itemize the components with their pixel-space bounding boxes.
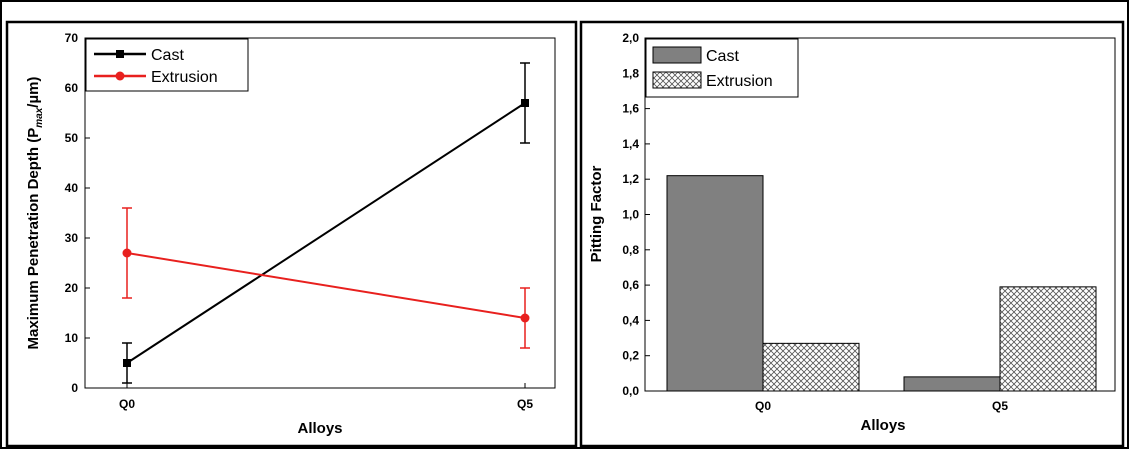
chart1-y-tick-label: 60 (65, 81, 79, 95)
chart2-x-tick-label: Q0 (755, 399, 771, 413)
pitting-factor-chart: 0,0 0,2 0,4 0,6 0,8 1,0 1,2 1,4 1,6 1,8 2,0 Q0 Q5 A… (588, 31, 1116, 434)
chart1-y-tick-label: 70 (65, 31, 79, 45)
chart2-legend-cast-label: Cast (706, 48, 739, 65)
chart1-y-tick-label: 50 (65, 131, 79, 145)
chart1-legend-extrusion-label: Extrusion (151, 69, 218, 86)
chart1-y-tick-label: 10 (65, 331, 79, 345)
chart1-y-axis-title-main: Maximum Penetration Depth (P (25, 128, 42, 350)
chart1-y-tick-label: 20 (65, 281, 79, 295)
penetration-depth-chart: 0 10 20 30 40 50 60 70 Q0 Q5 Alloys Maximum Pene… (25, 31, 556, 437)
right-panel-frame (579, 20, 1125, 448)
chart1-point-extrusion (122, 248, 132, 258)
chart1-legend-cast-label: Cast (151, 47, 184, 64)
chart1-x-tick-label: Q5 (517, 397, 533, 411)
chart1-legend-box (85, 38, 249, 92)
chart2-y-tick-label: 0,8 (622, 243, 639, 257)
chart2-legend-cast-swatch (652, 46, 702, 64)
chart1-y-tick-label: 40 (65, 181, 79, 195)
chart1-plot-area (84, 37, 556, 389)
chart2-legend-extrusion-label: Extrusion (706, 73, 773, 90)
chart1-y-tick-label: 30 (65, 231, 79, 245)
chart1-point-extrusion (520, 313, 530, 323)
chart1-point-cast (123, 359, 131, 367)
chart1-x-tick-label: Q0 (119, 397, 135, 411)
chart1-y-tick-label: 0 (71, 381, 78, 395)
chart1-x-ticks: Q0 Q5 (119, 383, 533, 411)
chart2-bar-extrusion (999, 286, 1097, 392)
chart1-series (122, 62, 530, 384)
chart2-legend: Cast Extrusion (645, 38, 799, 98)
chart2-y-tick-label: 1,6 (622, 102, 639, 116)
chart1-y-ticks: 0 10 20 30 40 50 60 70 (65, 31, 90, 395)
chart1-series-line-cast (126, 102, 526, 364)
chart2-y-tick-label: 0,6 (622, 278, 639, 292)
chart2-bars (666, 175, 1097, 392)
chart2-y-tick-label: 1,4 (622, 137, 639, 151)
chart2-bar-cast (666, 175, 764, 392)
chart1-y-axis-title-unit: /µm) (25, 77, 42, 108)
chart2-y-tick-label: 1,2 (622, 172, 639, 186)
chart2-y-axis-title: Pitting Factor (588, 166, 605, 263)
chart2-y-tick-label: 1,0 (622, 208, 639, 222)
chart1-legend-cast-marker (116, 50, 124, 58)
chart1-y-axis-title-subscript: max (34, 107, 45, 127)
chart2-y-tick-label: 1,8 (622, 66, 639, 80)
left-panel-frame (5, 20, 578, 448)
chart1-x-axis-title: Alloys (297, 420, 342, 437)
chart2-y-tick-label: 0,4 (622, 313, 639, 327)
chart2-y-tick-label: 0,0 (622, 384, 639, 398)
chart2-x-axis-title: Alloys (860, 417, 905, 434)
chart2-x-tick-label: Q5 (992, 399, 1008, 413)
chart2-bar-cast (903, 376, 1001, 392)
chart1-point-cast (521, 99, 529, 107)
chart2-y-tick-label: 0,2 (622, 349, 639, 363)
chart2-bar-extrusion (762, 342, 860, 392)
chart2-y-tick-label: 2,0 (622, 31, 639, 45)
chart1-legend-extrusion-marker (115, 71, 125, 81)
chart2-y-ticks: 0,0 0,2 0,4 0,6 0,8 1,0 1,2 1,4 1,6 1,8 2,0 (622, 31, 650, 398)
chart1-legend: Cast Extrusion (85, 38, 249, 92)
chart1-series-line-extrusion (126, 252, 526, 319)
chart2-legend-extrusion-swatch (652, 71, 702, 89)
chart1-y-axis-title: Maximum Penetration Depth (Pmax/µm) (25, 77, 45, 350)
